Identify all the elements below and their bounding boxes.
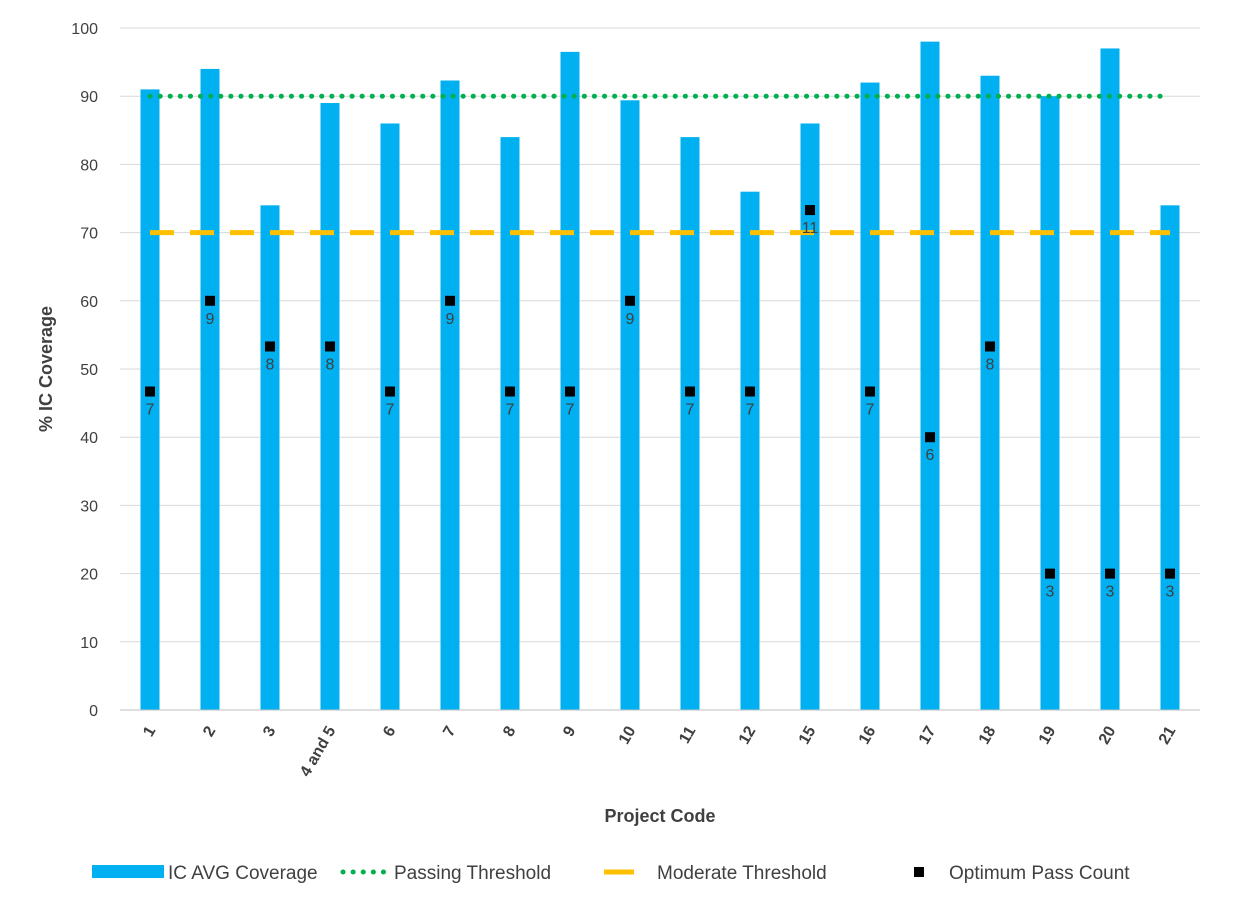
x-tick-label: 4 and 5: [297, 723, 339, 779]
bar: [620, 100, 640, 711]
x-tick-label: 8: [500, 723, 519, 739]
pass-count-label: 7: [386, 402, 395, 419]
pass-count-marker: [1165, 568, 1175, 579]
y-tick-label: 90: [80, 89, 98, 106]
bar: [320, 103, 340, 710]
pass-count-label: 11: [802, 220, 819, 237]
y-tick-label: 40: [80, 430, 98, 447]
x-tick-label: 16: [856, 723, 880, 747]
legend-swatch-optimum-pass-count: [914, 867, 924, 877]
threshold-lines: [147, 93, 1173, 236]
bar: [920, 41, 940, 710]
bar-series: [140, 41, 1180, 711]
x-tick-label: 1: [140, 723, 159, 739]
pass-count-label: 3: [1166, 584, 1175, 601]
bar: [200, 68, 220, 711]
pass-count-marker: [865, 386, 875, 397]
legend-label-ic-avg-coverage: IC AVG Coverage: [168, 863, 318, 884]
legend-label-moderate-threshold: Moderate Threshold: [657, 863, 827, 884]
x-tick-label: 17: [916, 723, 940, 747]
bar: [1040, 96, 1060, 710]
y-tick-label: 60: [80, 294, 98, 311]
pass-count-label: 8: [986, 356, 995, 373]
y-tick-label: 0: [89, 703, 98, 720]
bar: [380, 123, 400, 711]
x-tick-label: 15: [796, 723, 820, 747]
x-tick-label: 11: [676, 723, 699, 746]
bar: [140, 89, 160, 710]
bar: [500, 137, 520, 710]
y-tick-label: 50: [80, 362, 98, 379]
x-axis-title: Project Code: [604, 806, 715, 826]
bar: [740, 191, 760, 710]
pass-count-label: 9: [206, 311, 215, 328]
pass-count-label: 8: [326, 356, 335, 373]
pass-count-marker: [1045, 568, 1055, 579]
pass-count-label: 9: [446, 311, 455, 328]
y-tick-label: 70: [80, 226, 98, 243]
pass-count-label: 7: [146, 402, 155, 419]
legend-label-passing-threshold: Passing Threshold: [394, 863, 551, 884]
pass-count-label: 3: [1106, 584, 1115, 601]
pass-count-marker: [625, 295, 635, 306]
x-tick-label: 18: [976, 723, 1000, 747]
x-tick-label: 12: [736, 723, 760, 747]
pass-count-marker: [205, 295, 215, 306]
pass-count-marker: [745, 386, 755, 397]
pass-count-label: 7: [686, 402, 695, 419]
bar: [260, 205, 280, 710]
bar: [980, 75, 1000, 711]
pass-count-marker: [925, 432, 935, 443]
pass-count-label: 6: [926, 447, 935, 464]
pass-count-marker: [265, 341, 275, 352]
pass-count-label: 7: [566, 402, 575, 419]
x-tick-label: 9: [560, 723, 579, 739]
pass-count-marker: [445, 295, 455, 306]
legend: IC AVG Coverage Passing Threshold Moderate…: [92, 863, 1130, 884]
bar: [1100, 48, 1120, 710]
pass-count-marker: [685, 386, 695, 397]
y-tick-label: 100: [71, 21, 98, 38]
gridlines: [120, 27, 1200, 643]
x-tick-label: 10: [616, 723, 640, 747]
pass-count-marker: [505, 386, 515, 397]
y-tick-label: 20: [80, 567, 98, 584]
pass-count-label: 3: [1046, 584, 1055, 601]
pass-count-marker: [805, 205, 815, 216]
legend-label-optimum-pass-count: Optimum Pass Count: [949, 863, 1130, 884]
x-tick-label: 7: [440, 723, 459, 739]
x-tick-label: 21: [1156, 723, 1180, 747]
y-tick-label: 80: [80, 157, 98, 174]
x-tick-label: 20: [1096, 723, 1120, 747]
pass-count-marker: [565, 386, 575, 397]
bar: [800, 123, 820, 711]
x-tick-label: 2: [200, 723, 219, 739]
y-tick-label: 10: [80, 635, 98, 652]
pass-count-marker: [325, 341, 335, 352]
pass-count-marker: [385, 386, 395, 397]
bar: [680, 137, 700, 710]
bar: [1160, 205, 1180, 710]
pass-count-marker: [985, 341, 995, 352]
bar: [440, 80, 460, 711]
pass-count-marker: [1105, 568, 1115, 579]
legend-swatch-ic-avg-coverage: [92, 865, 164, 878]
pass-count-label: 7: [746, 402, 755, 419]
pass-count-label: 7: [866, 402, 875, 419]
pass-count-label: 8: [266, 356, 275, 373]
x-tick-label: 19: [1036, 723, 1060, 747]
x-tick-label: 6: [380, 723, 399, 739]
pass-count-label: 7: [506, 402, 515, 419]
y-axis-title: % IC Coverage: [36, 306, 56, 432]
pass-count-label: 9: [626, 311, 635, 328]
pass-count-marker: [145, 386, 155, 397]
bar: [560, 51, 580, 711]
point-series: 7 9 8 8 7 9 7 7 9 7 7 11 7 6 8 3 3 3: [145, 205, 1175, 601]
x-tick-label: 3: [260, 723, 279, 739]
y-tick-label: 30: [80, 498, 98, 515]
